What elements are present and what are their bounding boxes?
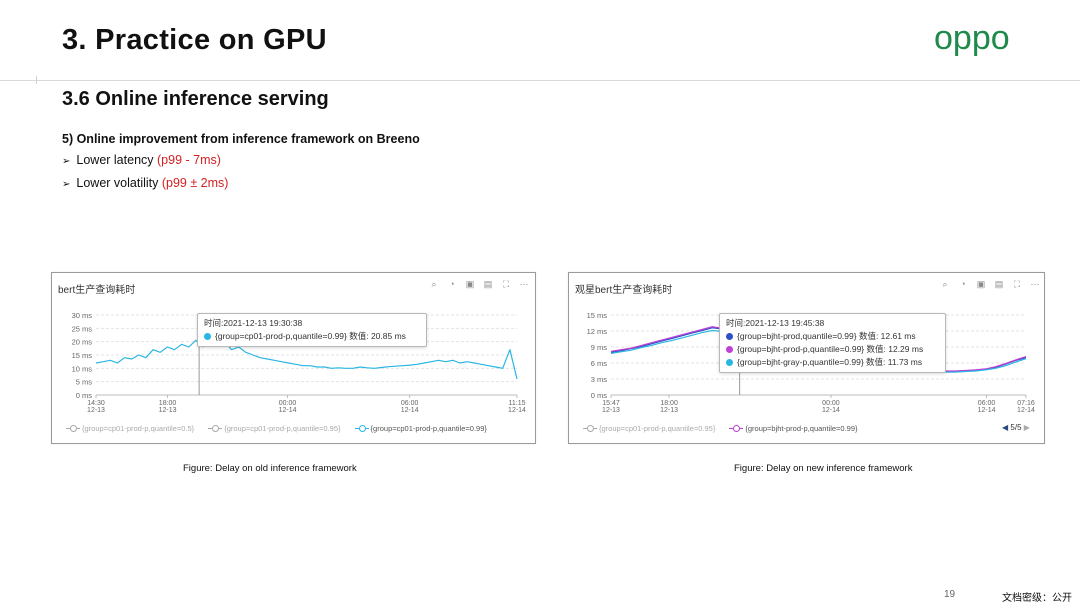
bullet-volatility: ➢ Lower volatility (p99 ± 2ms)	[62, 176, 228, 190]
x-tick-label: 06:00	[978, 400, 996, 407]
fullscreen-icon[interactable]: ⛶	[502, 279, 510, 289]
slide-title: 3. Practice on GPU	[62, 24, 327, 56]
y-tick-label: 15 ms	[72, 351, 93, 360]
tooltip-time: 时间:2021-12-13 19:45:38	[726, 318, 825, 328]
series-dot	[726, 333, 733, 340]
y-tick-label: 3 ms	[591, 375, 608, 384]
series-dot	[726, 346, 733, 353]
x-tick-label: 15:47	[602, 400, 620, 407]
bullet-highlight: (p99 ± 2ms)	[161, 176, 229, 190]
tooltip-time: 时间:2021-12-13 19:30:38	[204, 318, 303, 328]
x-tick-label: 12-14	[978, 407, 996, 414]
x-tick-label: 12-14	[401, 407, 419, 414]
section-subtitle: 3.6 Online inference serving	[62, 88, 329, 110]
y-tick-label: 6 ms	[591, 359, 608, 368]
tooltip-series-label: {group=cp01-prod-p,quantile=0.99}	[215, 331, 347, 341]
x-tick-label: 12-14	[1017, 407, 1035, 414]
panel-title: 观星bert生产查询耗时	[575, 285, 673, 296]
legend-item[interactable]: {group=cp01-prod-p,quantile=0.95}	[583, 424, 715, 433]
x-tick-label: 06:00	[401, 400, 419, 407]
caption-old: Figure: Delay on old inference framework	[183, 463, 357, 474]
next-page-icon[interactable]: ▶	[1023, 423, 1030, 432]
divider-tick	[36, 76, 37, 84]
series-line	[95, 338, 518, 380]
x-tick-label: 12-13	[660, 407, 678, 414]
y-tick-label: 5 ms	[76, 378, 93, 387]
x-tick-label: 12-13	[602, 407, 620, 414]
header-divider	[0, 80, 1080, 81]
legend-item[interactable]: {group=cp01-prod-p,quantile=0.5}	[66, 424, 194, 433]
pager-label: 5/5	[1010, 423, 1022, 432]
chart-tooltip: 时间:2021-12-13 19:30:38 {group=cp01-prod-…	[197, 313, 427, 347]
search-icon[interactable]: ⌕	[942, 279, 948, 289]
y-tick-label: 30 ms	[72, 311, 93, 320]
tooltip-row: {group=bjht-prod,quantile=0.99} 数值: 12.6…	[726, 330, 939, 343]
bell-icon[interactable]: ◔	[449, 279, 455, 289]
bullet-latency: ➢ Lower latency (p99 - 7ms)	[62, 153, 221, 167]
y-tick-label: 20 ms	[72, 338, 93, 347]
x-tick-label: 12-13	[87, 407, 105, 414]
bullet-text: Lower latency	[76, 153, 157, 167]
y-tick-label: 0 ms	[76, 391, 93, 400]
y-tick-label: 15 ms	[587, 311, 608, 320]
new-framework-chart-panel: 观星bert生产查询耗时 ⌕ ◔ ▣ ▤ ⛶ ⋯ 0 ms 3 ms 6 ms 9 m…	[568, 272, 1045, 444]
panel-title: bert生产查询耗时	[58, 285, 136, 296]
panel-toolbar: ⌕ ◔ ▣ ▤ ⛶ ⋯	[940, 279, 1040, 289]
save-icon[interactable]: ▣	[465, 279, 475, 289]
classification-label: 文档密级：公开	[1002, 593, 1072, 604]
legend-item-active[interactable]: {group=bjht-prod-p,quantile=0.99}	[729, 424, 858, 433]
fullscreen-icon[interactable]: ⛶	[1013, 279, 1021, 289]
more-icon[interactable]: ⋯	[519, 279, 529, 289]
save-icon[interactable]: ▣	[976, 279, 986, 289]
x-tick-label: 14:30	[87, 400, 105, 407]
more-icon[interactable]: ⋯	[1030, 279, 1040, 289]
tooltip-row: {group=bjht-gray-p,quantile=0.99} 数值: 11…	[726, 356, 939, 369]
y-tick-label: 0 ms	[591, 391, 608, 400]
series-dot	[726, 359, 733, 366]
arrow-bullet-icon: ➢	[62, 179, 71, 190]
series-dot	[204, 333, 211, 340]
caption-new: Figure: Delay on new inference framework	[734, 463, 913, 474]
bullet-text: Lower volatility	[76, 176, 162, 190]
x-tick-label: 12-14	[822, 407, 840, 414]
prev-page-icon[interactable]: ◀	[1002, 423, 1009, 432]
oppo-logo: oppo	[934, 19, 1048, 63]
chart-legend: {group=cp01-prod-p,quantile=0.95} {group…	[583, 424, 858, 433]
x-tick-label: 18:00	[660, 400, 678, 407]
x-tick-label: 11:15	[509, 400, 526, 407]
logo-text: oppo	[934, 24, 1010, 57]
x-tick-label: 07:16	[1017, 400, 1035, 407]
y-tick-label: 9 ms	[591, 343, 608, 352]
tooltip-value: 数值: 20.85 ms	[349, 331, 406, 341]
bullet-highlight: (p99 - 7ms)	[157, 153, 221, 167]
page-number: 19	[944, 589, 956, 600]
doc-icon[interactable]: ▤	[483, 279, 493, 289]
y-tick-label: 25 ms	[72, 324, 93, 333]
y-tick-label: 10 ms	[72, 364, 93, 373]
legend-item-active[interactable]: {group=cp01-prod-p,quantile=0.99}	[354, 424, 487, 433]
section-heading: 5) Online improvement from inference fra…	[62, 132, 420, 146]
legend-pager: ◀ 5/5 ▶	[1002, 423, 1030, 432]
arrow-bullet-icon: ➢	[62, 156, 71, 167]
legend-item[interactable]: {group=cp01-prod-p,quantile=0.95}	[208, 424, 341, 433]
tooltip-row: {group=bjht-prod-p,quantile=0.99} 数值: 12…	[726, 343, 939, 356]
doc-icon[interactable]: ▤	[994, 279, 1004, 289]
chart-legend: {group=cp01-prod-p,quantile=0.5} {group=…	[66, 424, 487, 433]
x-tick-label: 12-13	[159, 407, 177, 414]
x-tick-label: 00:00	[822, 400, 840, 407]
chart-tooltip: 时间:2021-12-13 19:45:38 {group=bjht-prod,…	[719, 313, 946, 373]
x-tick-label: 00:00	[279, 400, 297, 407]
search-icon[interactable]: ⌕	[431, 279, 437, 289]
bell-icon[interactable]: ◔	[960, 279, 966, 289]
x-tick-label: 12-14	[508, 407, 526, 414]
y-tick-label: 12 ms	[587, 327, 608, 336]
old-framework-chart-panel: bert生产查询耗时 ⌕ ◔ ▣ ▤ ⛶ ⋯ 0 ms 5 ms 10 ms 15 m…	[51, 272, 536, 444]
x-tick-label: 12-14	[279, 407, 297, 414]
tooltip-row: {group=cp01-prod-p,quantile=0.99} 数值: 20…	[204, 330, 420, 343]
x-tick-label: 18:00	[159, 400, 177, 407]
panel-toolbar: ⌕ ◔ ▣ ▤ ⛶ ⋯	[429, 279, 529, 289]
